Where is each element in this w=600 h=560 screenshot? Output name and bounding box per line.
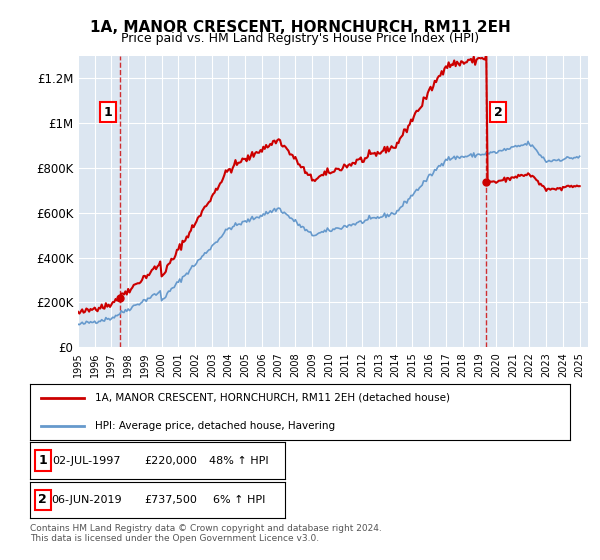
Text: 06-JUN-2019: 06-JUN-2019 <box>51 495 121 505</box>
Text: Price paid vs. HM Land Registry's House Price Index (HPI): Price paid vs. HM Land Registry's House … <box>121 32 479 45</box>
Text: HPI: Average price, detached house, Havering: HPI: Average price, detached house, Have… <box>95 421 335 431</box>
Text: £737,500: £737,500 <box>144 495 197 505</box>
Text: £220,000: £220,000 <box>144 456 197 465</box>
Text: Contains HM Land Registry data © Crown copyright and database right 2024.
This d: Contains HM Land Registry data © Crown c… <box>30 524 382 543</box>
Text: 48% ↑ HPI: 48% ↑ HPI <box>209 456 269 465</box>
Text: 1: 1 <box>38 454 47 467</box>
Text: 6% ↑ HPI: 6% ↑ HPI <box>213 495 265 505</box>
Text: 02-JUL-1997: 02-JUL-1997 <box>52 456 121 465</box>
Text: 2: 2 <box>38 493 47 506</box>
Text: 1: 1 <box>104 105 112 119</box>
Text: 1A, MANOR CRESCENT, HORNCHURCH, RM11 2EH (detached house): 1A, MANOR CRESCENT, HORNCHURCH, RM11 2EH… <box>95 393 450 403</box>
Text: 1A, MANOR CRESCENT, HORNCHURCH, RM11 2EH: 1A, MANOR CRESCENT, HORNCHURCH, RM11 2EH <box>89 20 511 35</box>
Text: 2: 2 <box>494 105 502 119</box>
